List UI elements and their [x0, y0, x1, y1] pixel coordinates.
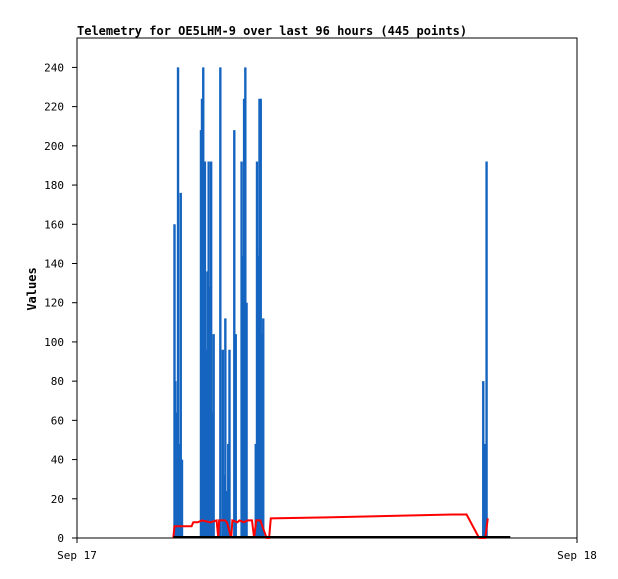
x-tick-label: Sep 18 [557, 549, 597, 562]
y-tick-label: 80 [51, 375, 64, 388]
y-tick-label: 160 [44, 218, 64, 231]
y-tick-label: 0 [57, 532, 64, 545]
y-axis: 0 20 40 60 80 100 120 140 160 180 200 220 240 [44, 61, 77, 545]
y-tick-label: 40 [51, 454, 64, 467]
x-tick-label: Sep 17 [57, 549, 97, 562]
y-tick-label: 180 [44, 179, 64, 192]
y-tick-label: 140 [44, 257, 64, 270]
y-tick-label: 60 [51, 414, 64, 427]
y-axis-label: Values [25, 267, 39, 310]
chart-title: Telemetry for OE5LHM-9 over last 96 hour… [77, 24, 467, 38]
y-tick-label: 240 [44, 61, 64, 74]
y-tick-label: 100 [44, 336, 64, 349]
plot-frame [76, 37, 578, 539]
y-tick-label: 20 [51, 493, 64, 506]
x-axis: Sep 17 Sep 18 [57, 538, 597, 562]
y-tick-label: 120 [44, 297, 64, 310]
series-red-line [172, 513, 489, 539]
y-tick-label: 200 [44, 140, 64, 153]
plot-marks [172, 67, 511, 539]
y-tick-label: 220 [44, 101, 64, 114]
